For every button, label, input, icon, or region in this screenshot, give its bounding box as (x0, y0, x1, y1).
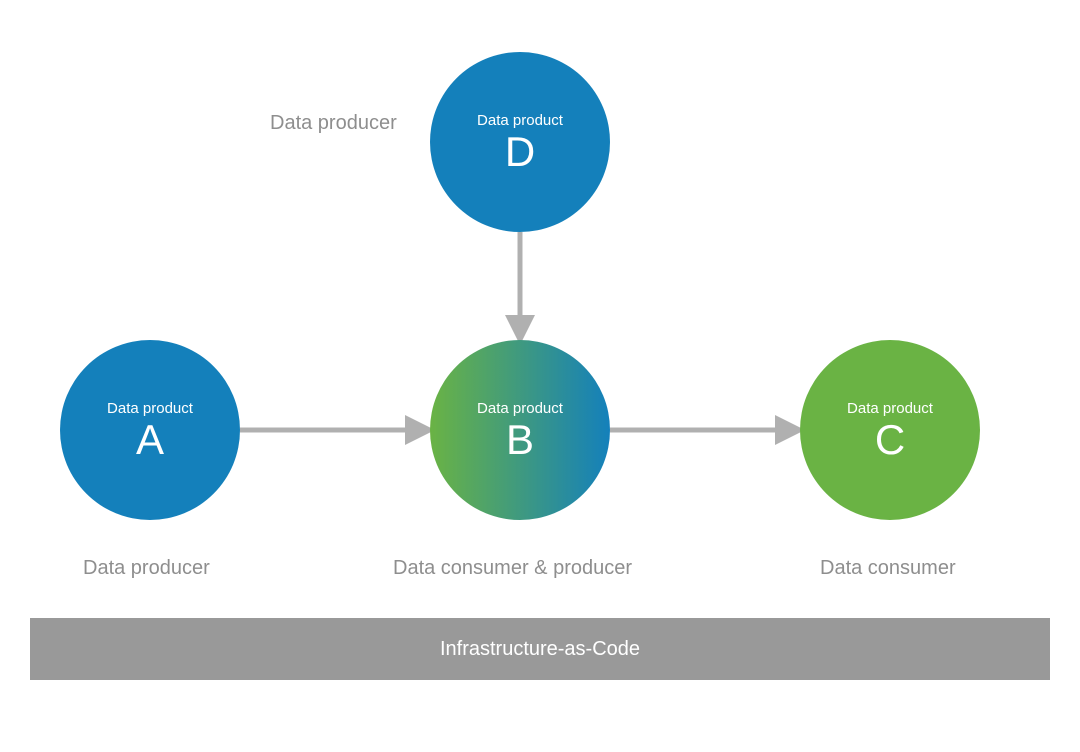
node-d-letter: D (505, 131, 535, 173)
caption-c: Data consumer (820, 557, 956, 580)
node-c-title: Data product (847, 400, 933, 417)
node-a: Data product A (60, 340, 240, 520)
node-c: Data product C (800, 340, 980, 520)
node-a-letter: A (136, 419, 164, 461)
caption-b: Data consumer & producer (393, 557, 632, 580)
node-b-letter: B (506, 419, 534, 461)
caption-a: Data producer (83, 557, 210, 580)
node-a-title: Data product (107, 400, 193, 417)
caption-d: Data producer (270, 112, 397, 135)
node-d: Data product D (430, 52, 610, 232)
diagram-canvas: Data product D Data product A Data produ… (0, 0, 1080, 752)
node-b: Data product B (430, 340, 610, 520)
node-d-title: Data product (477, 112, 563, 129)
footer-bar: Infrastructure-as-Code (30, 618, 1050, 680)
node-b-title: Data product (477, 400, 563, 417)
node-c-letter: C (875, 419, 905, 461)
footer-text: Infrastructure-as-Code (440, 638, 640, 661)
